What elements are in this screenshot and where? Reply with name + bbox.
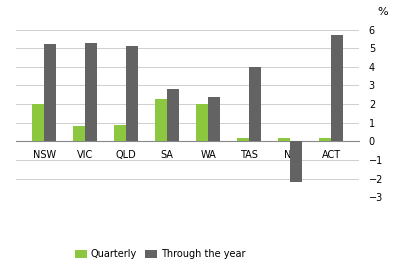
Bar xyxy=(290,141,302,182)
Bar xyxy=(208,97,220,141)
Legend: Quarterly, Through the year: Quarterly, Through the year xyxy=(71,246,249,263)
Bar xyxy=(32,104,44,141)
Bar xyxy=(249,67,262,141)
Bar xyxy=(126,46,138,141)
Bar xyxy=(44,44,56,141)
Y-axis label: %: % xyxy=(378,7,388,17)
Bar xyxy=(85,43,98,141)
Bar xyxy=(331,35,344,141)
Bar xyxy=(167,89,180,141)
Bar xyxy=(319,138,331,141)
Bar xyxy=(278,138,290,141)
Bar xyxy=(196,104,208,141)
Bar xyxy=(73,127,85,141)
Bar xyxy=(155,99,167,141)
Bar xyxy=(114,125,126,141)
Bar xyxy=(237,138,249,141)
